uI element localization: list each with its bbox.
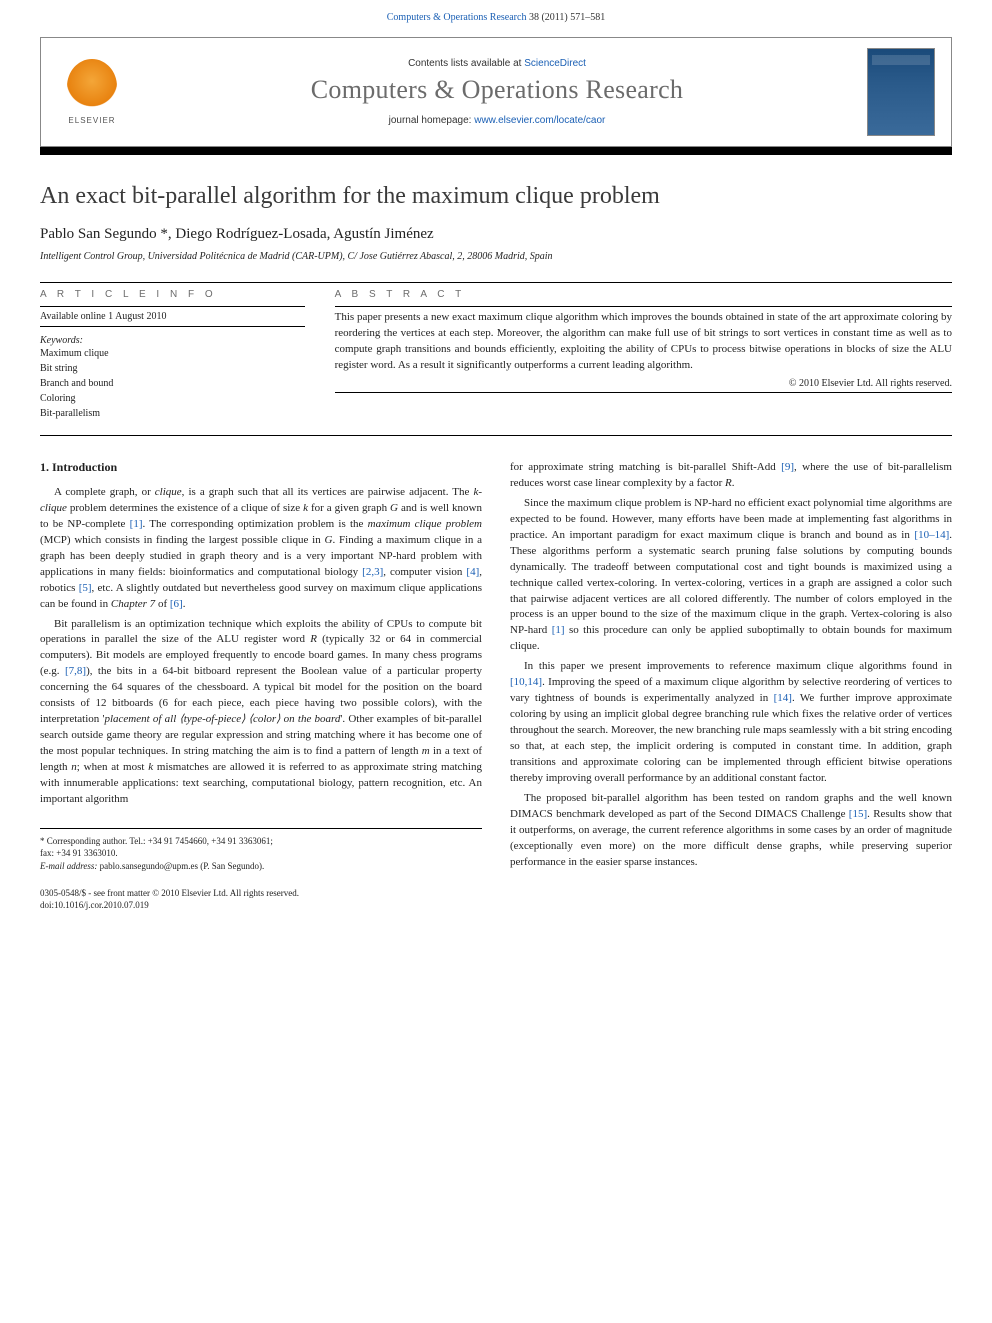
citation-link[interactable]: [4]	[466, 566, 479, 578]
text: , etc. A slightly outdated but neverthel…	[40, 582, 482, 610]
keyword: Maximum clique	[40, 346, 305, 361]
text-italic: G	[390, 502, 398, 514]
doi-line: doi:10.1016/j.cor.2010.07.019	[40, 899, 482, 912]
abstract-text: This paper presents a new exact maximum …	[335, 310, 952, 374]
text: so this procedure can only be applied su…	[510, 624, 952, 652]
citation-link[interactable]: [9]	[781, 461, 794, 473]
text-italic: placement of all ⟨type-of-piece⟩ ⟨color⟩…	[104, 713, 340, 725]
abstract-copyright: © 2010 Elsevier Ltd. All rights reserved…	[335, 378, 952, 389]
contents-prefix: Contents lists available at	[408, 58, 524, 69]
keyword: Branch and bound	[40, 376, 305, 391]
corresponding-line: * Corresponding author. Tel.: +34 91 745…	[40, 835, 482, 848]
header-journal-ref-tail: 38 (2011) 571–581	[526, 12, 605, 23]
text: , is a graph such that all its vertices …	[182, 486, 474, 498]
header-black-bar	[40, 147, 952, 155]
text: .	[183, 598, 186, 610]
available-online-line: Available online 1 August 2010	[40, 311, 305, 322]
info-divider	[40, 306, 305, 307]
journal-homepage-line: journal homepage: www.elsevier.com/locat…	[147, 115, 847, 126]
text: problem determines the existence of a cl…	[67, 502, 303, 514]
citation-link[interactable]: [1]	[130, 518, 143, 530]
text: .	[732, 477, 735, 489]
text: In this paper we present improvements to…	[524, 660, 952, 672]
keyword: Bit-parallelism	[40, 406, 305, 421]
contents-available-line: Contents lists available at ScienceDirec…	[147, 58, 847, 69]
article-info-label: A R T I C L E I N F O	[40, 289, 305, 300]
text-italic: Chapter 7	[111, 598, 155, 610]
text-italic: clique	[155, 486, 182, 498]
text: for a given graph	[308, 502, 390, 514]
keyword: Bit string	[40, 361, 305, 376]
text: . These algorithms perform a systematic …	[510, 529, 952, 637]
front-matter-line: 0305-0548/$ - see front matter © 2010 El…	[40, 887, 482, 900]
journal-cover-thumbnail	[867, 48, 935, 136]
text: A complete graph, or	[54, 486, 155, 498]
text-italic: R	[725, 477, 732, 489]
header-center: Contents lists available at ScienceDirec…	[147, 58, 847, 126]
abstract-column: A B S T R A C T This paper presents a ne…	[335, 289, 952, 421]
authors-line: Pablo San Segundo *, Diego Rodríguez-Los…	[40, 226, 952, 243]
paragraph: Since the maximum clique problem is NP-h…	[510, 496, 952, 655]
citation-link[interactable]: [10,14]	[510, 676, 542, 688]
keywords-label: Keywords:	[40, 335, 305, 346]
text: for approximate string matching is bit-p…	[510, 461, 781, 473]
citation-link[interactable]: [5]	[79, 582, 92, 594]
abstract-label: A B S T R A C T	[335, 289, 952, 300]
journal-homepage-link[interactable]: www.elsevier.com/locate/caor	[474, 115, 605, 126]
running-header: Computers & Operations Research 38 (2011…	[0, 0, 992, 29]
text: , computer vision	[383, 566, 466, 578]
article-body: An exact bit-parallel algorithm for the …	[0, 155, 992, 932]
journal-header-box: ELSEVIER Contents lists available at Sci…	[40, 37, 952, 147]
doi-block: 0305-0548/$ - see front matter © 2010 El…	[40, 887, 482, 912]
fax-line: fax: +34 91 3363010.	[40, 847, 482, 860]
left-column: 1. Introduction A complete graph, or cli…	[40, 460, 482, 912]
journal-name: Computers & Operations Research	[147, 75, 847, 105]
elsevier-label: ELSEVIER	[68, 116, 115, 125]
body-two-column: 1. Introduction A complete graph, or cli…	[40, 460, 952, 912]
corresponding-author-footer: * Corresponding author. Tel.: +34 91 745…	[40, 828, 482, 873]
text-italic: m	[422, 745, 430, 757]
paragraph: In this paper we present improvements to…	[510, 659, 952, 787]
text-italic: R	[310, 633, 317, 645]
info-divider	[40, 326, 305, 327]
citation-link[interactable]: [1]	[552, 624, 565, 636]
info-abstract-row: A R T I C L E I N F O Available online 1…	[40, 289, 952, 421]
affiliation-line: Intelligent Control Group, Universidad P…	[40, 251, 952, 262]
elsevier-logo: ELSEVIER	[57, 52, 127, 132]
text: of	[155, 598, 170, 610]
citation-link[interactable]: [2,3]	[362, 566, 383, 578]
citation-link[interactable]: [6]	[170, 598, 183, 610]
paragraph: Bit parallelism is an optimization techn…	[40, 617, 482, 808]
homepage-prefix: journal homepage:	[389, 115, 475, 126]
citation-link[interactable]: [14]	[774, 692, 792, 704]
paragraph: The proposed bit-parallel algorithm has …	[510, 791, 952, 871]
text: Since the maximum clique problem is NP-h…	[510, 497, 952, 541]
abstract-divider-bottom	[335, 392, 952, 393]
section-1-heading: 1. Introduction	[40, 460, 482, 475]
text: . We further improve approximate colorin…	[510, 692, 952, 784]
header-journal-link[interactable]: Computers & Operations Research	[387, 12, 527, 23]
divider	[40, 435, 952, 436]
text: . The corresponding optimization problem…	[142, 518, 367, 530]
right-column: for approximate string matching is bit-p…	[510, 460, 952, 912]
text-italic: maximum clique problem	[368, 518, 482, 530]
paragraph: for approximate string matching is bit-p…	[510, 460, 952, 492]
citation-link[interactable]: [7,8]	[65, 665, 86, 677]
citation-link[interactable]: [10–14]	[914, 529, 949, 541]
email-line: E-mail address: pablo.sansegundo@upm.es …	[40, 860, 482, 873]
abstract-divider	[335, 306, 952, 307]
paragraph: A complete graph, or clique, is a graph …	[40, 485, 482, 613]
article-info-column: A R T I C L E I N F O Available online 1…	[40, 289, 305, 421]
email-value: pablo.sansegundo@upm.es (P. San Segundo)…	[97, 861, 264, 871]
sciencedirect-link[interactable]: ScienceDirect	[524, 58, 586, 69]
citation-link[interactable]: [15]	[849, 808, 867, 820]
article-title: An exact bit-parallel algorithm for the …	[40, 183, 952, 210]
email-label: E-mail address:	[40, 861, 97, 871]
keyword: Coloring	[40, 391, 305, 406]
elsevier-tree-icon	[67, 59, 117, 114]
text: (MCP) which consists in finding the larg…	[40, 534, 325, 546]
divider	[40, 282, 952, 283]
text: ; when at most	[77, 761, 148, 773]
